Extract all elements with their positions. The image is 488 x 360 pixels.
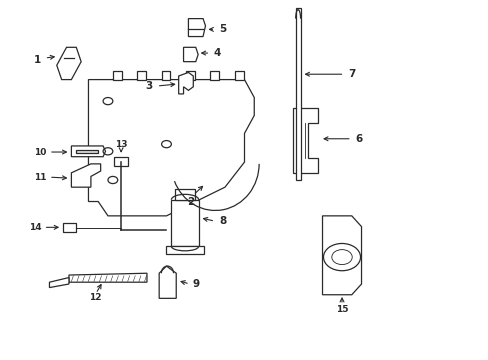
Polygon shape: [63, 223, 76, 232]
Polygon shape: [88, 80, 254, 216]
Text: 8: 8: [219, 216, 226, 226]
Polygon shape: [322, 216, 361, 295]
Polygon shape: [71, 146, 105, 157]
Text: 15: 15: [335, 305, 347, 314]
Text: 14: 14: [29, 223, 42, 232]
Polygon shape: [185, 71, 194, 80]
Text: 12: 12: [89, 293, 102, 302]
Polygon shape: [159, 266, 176, 298]
Text: 5: 5: [219, 24, 226, 35]
Text: 6: 6: [355, 134, 362, 144]
Polygon shape: [113, 71, 122, 80]
Text: 7: 7: [347, 69, 355, 79]
Text: 3: 3: [145, 81, 153, 91]
Text: 13: 13: [115, 140, 127, 149]
Text: 1: 1: [34, 55, 41, 65]
Polygon shape: [71, 164, 101, 187]
Polygon shape: [114, 157, 128, 166]
Polygon shape: [161, 71, 170, 80]
Polygon shape: [49, 278, 69, 288]
Text: 10: 10: [35, 148, 47, 157]
Polygon shape: [293, 108, 317, 173]
Polygon shape: [183, 47, 198, 62]
Polygon shape: [165, 246, 203, 253]
Text: 9: 9: [192, 279, 199, 289]
Polygon shape: [188, 19, 205, 37]
Text: 2: 2: [187, 197, 194, 207]
Polygon shape: [76, 149, 98, 153]
Polygon shape: [57, 47, 81, 80]
Polygon shape: [175, 189, 194, 200]
Text: 4: 4: [214, 48, 221, 58]
Polygon shape: [137, 71, 146, 80]
Polygon shape: [210, 71, 219, 80]
Polygon shape: [171, 200, 198, 246]
Polygon shape: [69, 273, 147, 282]
Polygon shape: [295, 8, 300, 180]
Polygon shape: [234, 71, 243, 80]
Text: 11: 11: [34, 173, 47, 182]
Polygon shape: [178, 72, 193, 94]
